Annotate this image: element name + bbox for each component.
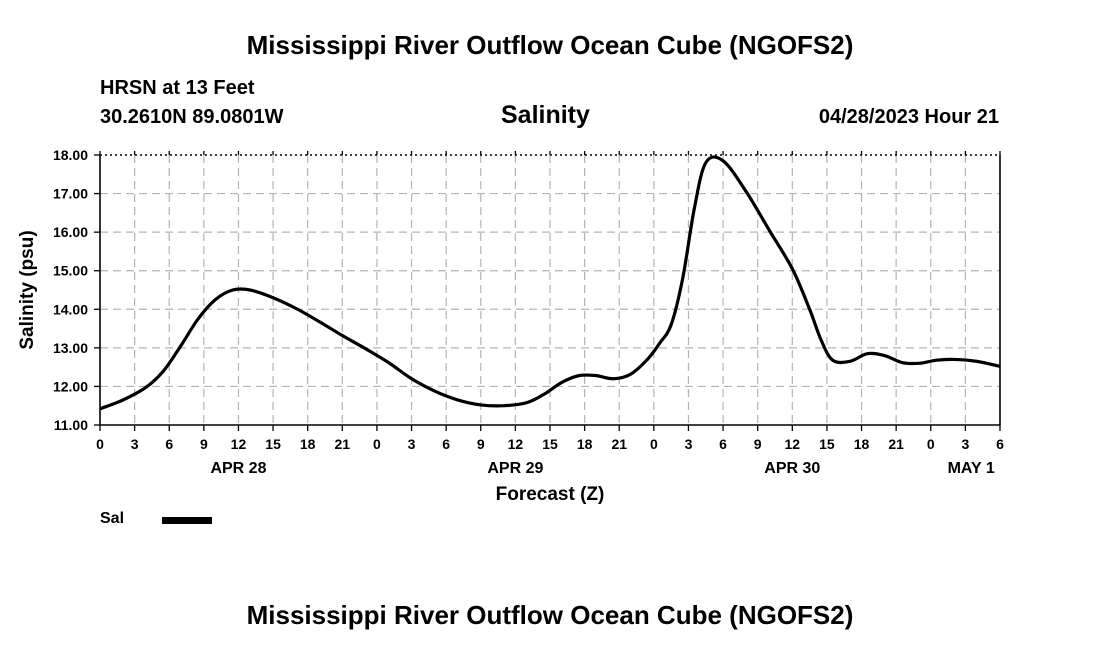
page-title-bottom: Mississippi River Outflow Ocean Cube (NG… xyxy=(246,600,854,630)
series-line-sal xyxy=(99,155,1001,411)
legend-label: Sal xyxy=(100,510,125,527)
x-tick-label: 3 xyxy=(961,436,969,452)
x-axis-label: Forecast (Z) xyxy=(496,484,605,505)
x-tick-label: 18 xyxy=(577,436,593,452)
x-tick-label: 18 xyxy=(854,436,870,452)
x-tick-label: 6 xyxy=(442,436,450,452)
x-tick-label: 12 xyxy=(508,436,524,452)
x-tick-label: 12 xyxy=(785,436,801,452)
x-tick-label: 15 xyxy=(542,436,558,452)
y-tick-label: 11.00 xyxy=(54,417,88,433)
x-tick-label: 21 xyxy=(335,436,351,452)
y-tick-label: 17.00 xyxy=(53,186,88,202)
series-layer xyxy=(99,155,1001,411)
y-tick-label: 12.00 xyxy=(53,378,88,394)
forecast-datetime: 04/28/2023 Hour 21 xyxy=(818,106,999,128)
x-tick-label: 9 xyxy=(200,436,208,452)
x-tick-label: 21 xyxy=(611,436,627,452)
x-tick-label: 18 xyxy=(300,436,316,452)
page-title: Mississippi River Outflow Ocean Cube (NG… xyxy=(246,30,854,60)
x-tick-label: 3 xyxy=(131,436,139,452)
x-tick-label: 0 xyxy=(927,436,935,452)
day-label: APR 30 xyxy=(764,460,820,477)
x-tick-label: 0 xyxy=(373,436,381,452)
x-tick-label: 15 xyxy=(819,436,835,452)
x-tick-label: 3 xyxy=(685,436,693,452)
x-tick-label: 0 xyxy=(650,436,658,452)
x-tick-label: 6 xyxy=(165,436,173,452)
legend-line-swatch xyxy=(162,517,212,524)
x-tick-label: 9 xyxy=(477,436,485,452)
grid-layer xyxy=(100,155,1000,425)
chart-title: Salinity xyxy=(501,101,590,129)
x-tick-label: 9 xyxy=(754,436,762,452)
station-label: HRSN at 13 Feet xyxy=(100,77,255,99)
y-tick-label: 16.00 xyxy=(53,224,88,240)
x-tick-label: 15 xyxy=(265,436,281,452)
x-tick-label: 6 xyxy=(996,436,1004,452)
day-label: APR 28 xyxy=(210,460,266,477)
y-axis-label: Salinity (psu) xyxy=(17,230,38,349)
x-tick-label: 0 xyxy=(96,436,104,452)
salinity-chart: 11.00 12.00 13.00 14.00 15.00 16.00 17.00 18.00… xyxy=(17,147,1004,505)
y-tick-label: 13.00 xyxy=(53,340,88,356)
x-tick-label: 21 xyxy=(888,436,904,452)
x-tick-label: 6 xyxy=(719,436,727,452)
y-tick-label: 18.00 xyxy=(53,147,88,163)
y-tick-label: 14.00 xyxy=(53,301,88,317)
y-tick-label: 15.00 xyxy=(53,263,88,279)
day-label: MAY 1 xyxy=(948,460,995,477)
day-label: APR 29 xyxy=(487,460,543,477)
axis-layer: 11.00 12.00 13.00 14.00 15.00 16.00 17.00 18.00… xyxy=(53,147,1004,477)
x-tick-label: 12 xyxy=(231,436,247,452)
station-coordinates: 30.2610N 89.0801W xyxy=(100,106,284,128)
x-tick-label: 3 xyxy=(408,436,416,452)
